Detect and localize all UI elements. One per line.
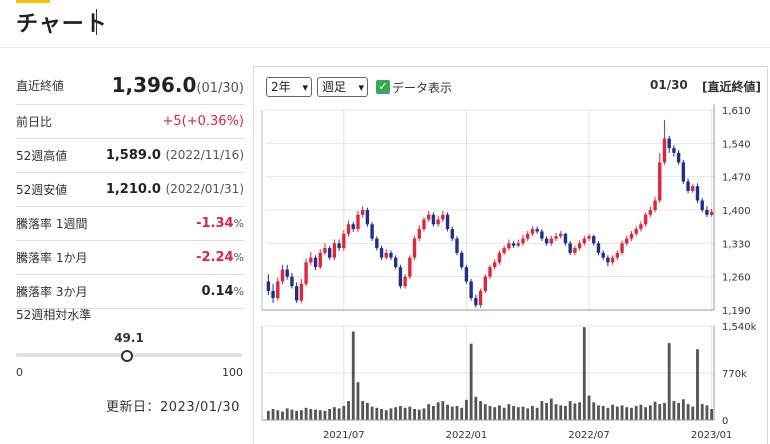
top-accent-bar [0, 0, 770, 3]
high52-row: 52週高値 1,589.0 (2022/11/16) [16, 139, 244, 173]
chg1m-unit: % [233, 251, 244, 264]
low52-label: 52週安値 [16, 183, 68, 197]
prev-day-value: +5(+0.36%) [162, 114, 245, 129]
high52-label: 52週高値 [16, 149, 68, 163]
close-value: 1,396.0 [111, 73, 197, 97]
page-title: チャート [16, 12, 108, 37]
relative-level-knob [120, 350, 133, 362]
interval-select[interactable]: 週足 ▾ [317, 77, 368, 97]
updated-date: 更新日：2023/01/30 [106, 396, 240, 415]
high52-value-group: 1,589.0 (2022/11/16) [106, 148, 244, 163]
chg1m-value-group: -2.24% [196, 250, 244, 265]
relative-level-max: 100 [222, 366, 243, 379]
stats-panel: 直近終値 1,396.0(01/30) 前日比 +5(+0.36%) 52週高値… [16, 66, 244, 309]
select-arrow-icon: ▾ [302, 81, 308, 94]
data-toggle-checkbox[interactable]: ✓ [376, 80, 390, 94]
chg1m-label: 騰落率 1か月 [16, 251, 88, 265]
prev-day-row: 前日比 +5(+0.36%) [16, 105, 244, 139]
interval-select-value: 週足 [322, 80, 347, 94]
period-select-value: 2年 [271, 80, 291, 94]
select-arrow-icon: ▾ [358, 81, 364, 94]
low52-value: 1,210.0 [105, 182, 161, 197]
title-accent [16, 0, 50, 3]
checkbox-check-icon: ✓ [378, 80, 388, 93]
header-divider [0, 47, 770, 48]
chg3m-value-group: 0.14% [201, 284, 244, 299]
chg3m-row: 騰落率 3か月 0.14% [16, 275, 244, 309]
chg1w-row: 騰落率 1週間 -1.34% [16, 207, 244, 241]
prev-day-label: 前日比 [16, 115, 53, 129]
high52-date: (2022/11/16) [165, 148, 244, 162]
high52-value: 1,589.0 [105, 148, 161, 163]
chg3m-value: 0.14 [201, 284, 234, 299]
close-label: 直近終値 [16, 78, 65, 93]
chart-panel [253, 66, 768, 444]
text-caret [96, 9, 97, 35]
updated-label: 更新日： [106, 400, 161, 415]
chg1w-label: 騰落率 1週間 [16, 217, 88, 231]
data-toggle-label[interactable]: データ表示 [392, 81, 453, 95]
close-value-group: 1,396.0(01/30) [112, 73, 244, 97]
chg1m-row: 騰落率 1か月 -2.24% [16, 241, 244, 275]
chg3m-label: 騰落率 3か月 [16, 285, 88, 299]
relative-level-min: 0 [16, 366, 23, 379]
chg1w-value: -1.34 [196, 216, 234, 231]
close-row: 直近終値 1,396.0(01/30) [16, 66, 244, 105]
relative-level-value: 49.1 [114, 331, 144, 345]
chart-header-date: 01/30 [650, 78, 688, 92]
low52-value-group: 1,210.0 (2022/01/31) [106, 182, 244, 197]
relative-level-label: 52週相対水準 [16, 308, 92, 322]
chg1w-value-group: -1.34% [196, 216, 244, 231]
chart-header-kind: [直近終値] [702, 80, 761, 94]
low52-row: 52週安値 1,210.0 (2022/01/31) [16, 173, 244, 207]
period-select[interactable]: 2年 ▾ [266, 77, 312, 97]
chg1w-unit: % [233, 217, 244, 230]
chg1m-value: -2.24 [196, 250, 234, 265]
close-date: (01/30) [196, 81, 244, 96]
low52-date: (2022/01/31) [165, 182, 244, 196]
updated-value: 2023/01/30 [160, 400, 240, 415]
chg3m-unit: % [233, 285, 244, 298]
